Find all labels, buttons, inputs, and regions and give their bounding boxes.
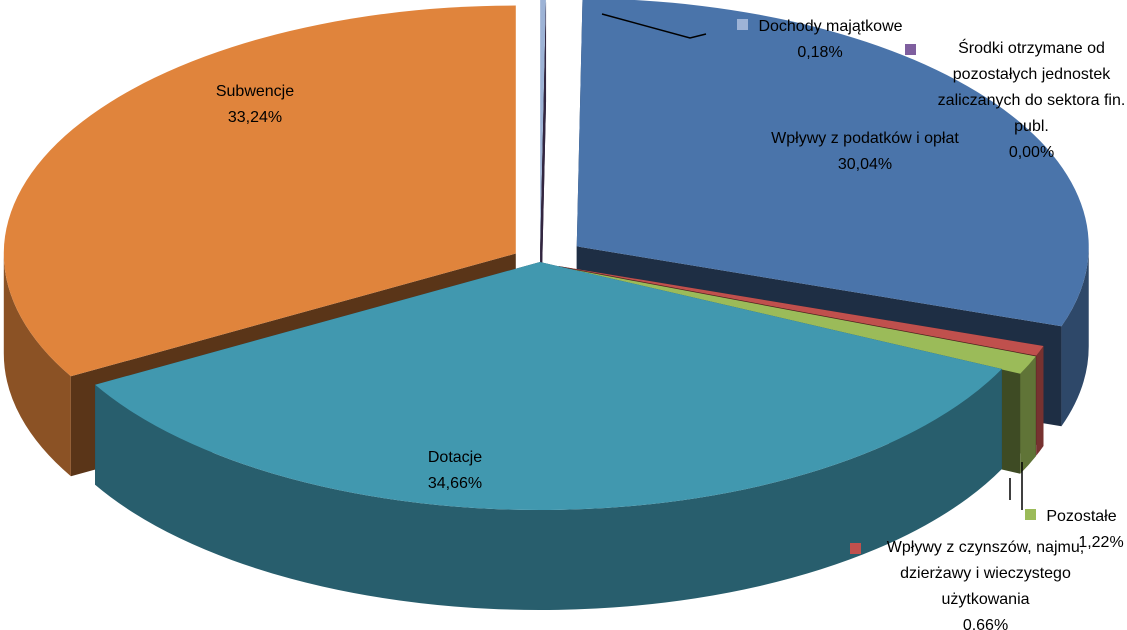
slice [95, 262, 1002, 510]
label-value: 0,00% [1008, 144, 1055, 161]
label-name: Dochody majątkowe [758, 18, 903, 35]
label-value: 30,04% [837, 156, 893, 173]
slice-side [95, 369, 1002, 610]
slice [558, 266, 1044, 356]
label-name: Subwencje [215, 83, 295, 100]
slice [558, 266, 1036, 374]
label: Subwencje 33,24% [165, 79, 345, 131]
label-value: 0,18% [797, 44, 843, 61]
label-value: 0.66% [962, 617, 1009, 630]
slice-side [3, 253, 71, 477]
label: Wpływy z podatków i opłat 30,04% [765, 126, 965, 178]
label-name: Środki otrzymane od pozostałych jednoste… [937, 40, 1126, 135]
label: Dotacje 34,66% [365, 445, 545, 497]
label-name: Wpływy z podatków i opłat [771, 130, 959, 147]
legend-marker [905, 44, 916, 55]
label-value: 34,66% [427, 475, 483, 492]
label: Dochody majątkowe 0,18% [700, 14, 940, 66]
label: Wpływy z czynszów, najmu, dzierżawy i wi… [850, 535, 1100, 630]
label-value: 1,22% [1078, 534, 1124, 551]
label-name: Dotacje [427, 449, 483, 466]
slices [3, 0, 1089, 610]
slice [3, 5, 516, 377]
slice [576, 0, 1089, 327]
legend-marker [850, 543, 861, 554]
slice-side [1036, 345, 1044, 456]
label-name: Wpływy z czynszów, najmu, dzierżawy i wi… [886, 539, 1085, 608]
label: Środki otrzymane od pozostałych jednoste… [905, 36, 1127, 166]
legend-marker [737, 19, 749, 30]
label: Pozostałe 1,22% [1015, 504, 1127, 556]
label-value: 33,24% [227, 109, 283, 126]
label-name: Pozostałe [1046, 508, 1117, 525]
slice-side [1020, 356, 1036, 474]
slice-side [1061, 246, 1089, 427]
slice [540, 0, 546, 244]
legend-marker [1025, 509, 1037, 520]
leader-line [601, 13, 707, 39]
